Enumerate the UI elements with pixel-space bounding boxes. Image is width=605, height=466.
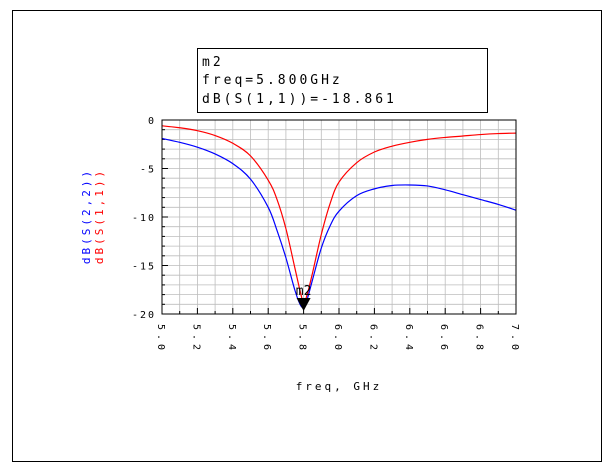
marker-readout[interactable]: m2 freq=5.800GHz dB(S(1,1))=-18.861	[197, 48, 488, 113]
series-line-db-s-1-1	[161, 125, 517, 304]
x-tick-labels: 5.0 5.2 5.4 5.6 5.8 6.0 6.2 6.4 6.6 6.8 7.0	[155, 324, 520, 354]
x-tick-label: 6.4	[403, 324, 414, 354]
x-tick-label: 5.6	[261, 324, 272, 354]
marker-triangle[interactable]	[296, 297, 311, 311]
x-tick-label: 5.4	[226, 324, 237, 354]
y-axis-label-s22: dB(S(2,2))	[80, 168, 93, 264]
series-line-db-s-2-2	[161, 137, 517, 309]
x-tick-label: 6.6	[438, 324, 449, 354]
y-tick-label: 0	[148, 116, 156, 127]
y-tick-label: -5	[140, 165, 156, 176]
x-tick-label: 5.0	[155, 324, 166, 354]
y-tick-label: -10	[132, 213, 156, 224]
marker-readout-freq: freq=5.800GHz	[202, 73, 343, 88]
marker-label: m2	[296, 284, 312, 299]
series-lines	[161, 125, 517, 309]
x-tick-label: 6.0	[332, 324, 343, 354]
y-tick-label: -15	[132, 262, 156, 273]
x-tick-label: 7.0	[509, 324, 520, 354]
x-axis-label: freq, GHz	[296, 380, 383, 393]
grid	[161, 119, 517, 315]
marker-readout-box	[197, 48, 488, 113]
x-tick-label: 6.8	[474, 324, 485, 354]
marker-readout-name: m2	[202, 55, 224, 70]
x-tick-label: 5.2	[190, 324, 201, 354]
plot-area-border	[161, 119, 517, 315]
y-tick-labels: 0 -5 -10 -15 -20	[132, 116, 156, 321]
x-tick-label: 5.8	[297, 324, 308, 354]
marker[interactable]: m2	[296, 284, 312, 311]
y-tick-label: -20	[132, 310, 156, 321]
y-axis-label-s11: dB(S(1,1))	[93, 168, 106, 264]
x-tick-label: 6.2	[367, 324, 378, 354]
marker-readout-value: dB(S(1,1))=-18.861	[202, 92, 397, 107]
